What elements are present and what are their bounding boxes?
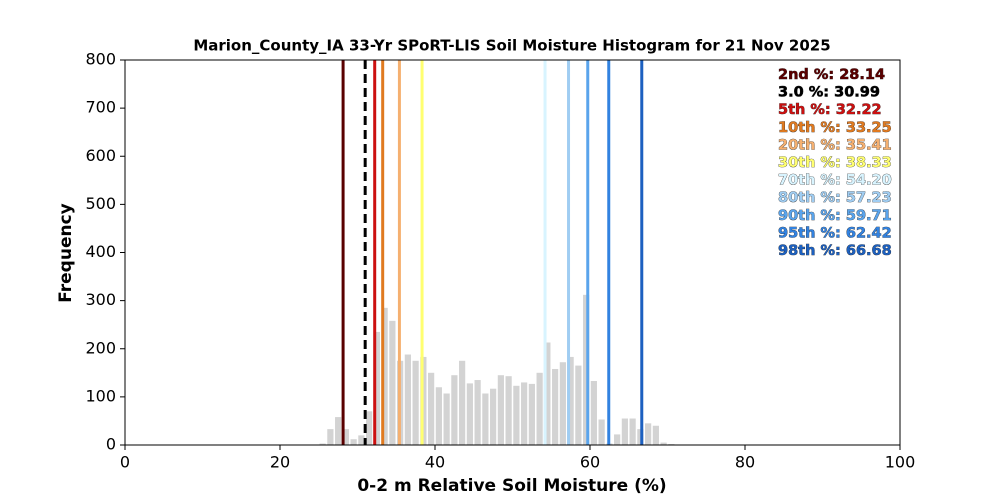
y-tick-label: 600 bbox=[85, 146, 116, 165]
y-tick-label: 400 bbox=[85, 242, 116, 261]
x-tick-label: 40 bbox=[425, 453, 445, 472]
bar bbox=[629, 418, 636, 445]
bar bbox=[559, 362, 566, 445]
bar bbox=[327, 429, 334, 445]
bar bbox=[350, 439, 357, 445]
bar bbox=[645, 423, 652, 445]
y-tick-label: 0 bbox=[106, 435, 116, 454]
bar bbox=[528, 383, 535, 445]
bar bbox=[428, 372, 435, 445]
y-tick-label: 300 bbox=[85, 290, 116, 309]
bar bbox=[459, 360, 466, 445]
x-tick-label: 60 bbox=[580, 453, 600, 472]
y-tick-label: 500 bbox=[85, 194, 116, 213]
bar bbox=[513, 385, 520, 445]
bar bbox=[536, 372, 543, 445]
percentile-label: 90th %: 59.71 bbox=[778, 208, 892, 224]
bar bbox=[614, 434, 621, 445]
bar bbox=[451, 375, 458, 445]
percentile-label: 10th %: 33.25 bbox=[778, 120, 892, 136]
bar bbox=[482, 393, 489, 445]
x-tick-label: 100 bbox=[885, 453, 916, 472]
bar bbox=[389, 320, 396, 445]
percentile-label: 30th %: 38.33 bbox=[778, 155, 892, 171]
y-tick-label: 700 bbox=[85, 98, 116, 117]
x-axis-title: 0-2 m Relative Soil Moisture (%) bbox=[357, 476, 666, 496]
percentile-label: 95th %: 62.42 bbox=[778, 225, 892, 241]
bar bbox=[466, 383, 473, 445]
percentile-label: 80th %: 57.23 bbox=[778, 190, 892, 206]
bar bbox=[490, 388, 497, 445]
percentile-label: 2nd %: 28.14 bbox=[778, 67, 885, 83]
bar bbox=[621, 418, 628, 445]
bar bbox=[435, 387, 442, 445]
chart-title: Marion_County_IA 33-Yr SPoRT-LIS Soil Mo… bbox=[193, 37, 830, 55]
bar bbox=[404, 354, 411, 445]
bar bbox=[505, 376, 512, 445]
bar bbox=[474, 380, 481, 445]
bar bbox=[335, 417, 342, 445]
bar bbox=[342, 429, 349, 445]
bar bbox=[381, 307, 388, 445]
bar bbox=[544, 342, 551, 445]
bar bbox=[412, 360, 419, 445]
y-axis-title: Frequency bbox=[56, 203, 76, 303]
percentile-label: 70th %: 54.20 bbox=[778, 173, 892, 189]
x-tick-label: 80 bbox=[735, 453, 755, 472]
bar bbox=[567, 356, 574, 445]
bar bbox=[583, 294, 590, 445]
bar bbox=[660, 442, 667, 445]
bar bbox=[497, 375, 504, 445]
x-tick-label: 0 bbox=[120, 453, 130, 472]
percentile-label: 98th %: 66.68 bbox=[778, 243, 892, 259]
bar bbox=[358, 435, 365, 445]
bar bbox=[366, 411, 373, 445]
y-tick-label: 200 bbox=[85, 338, 116, 357]
percentile-label: 3.0 %: 30.99 bbox=[778, 85, 880, 101]
bar bbox=[590, 380, 597, 445]
y-tick-label: 100 bbox=[85, 386, 116, 405]
x-tick-label: 20 bbox=[270, 453, 290, 472]
percentile-label: 20th %: 35.41 bbox=[778, 137, 892, 153]
bar bbox=[443, 393, 450, 445]
y-tick-label: 800 bbox=[85, 50, 116, 69]
percentile-label: 5th %: 32.22 bbox=[778, 102, 882, 118]
bar bbox=[575, 365, 582, 445]
bar bbox=[319, 443, 326, 445]
bar bbox=[373, 331, 380, 445]
bar bbox=[598, 419, 605, 445]
bar bbox=[652, 425, 659, 445]
bar bbox=[552, 368, 559, 445]
bar bbox=[521, 382, 528, 445]
